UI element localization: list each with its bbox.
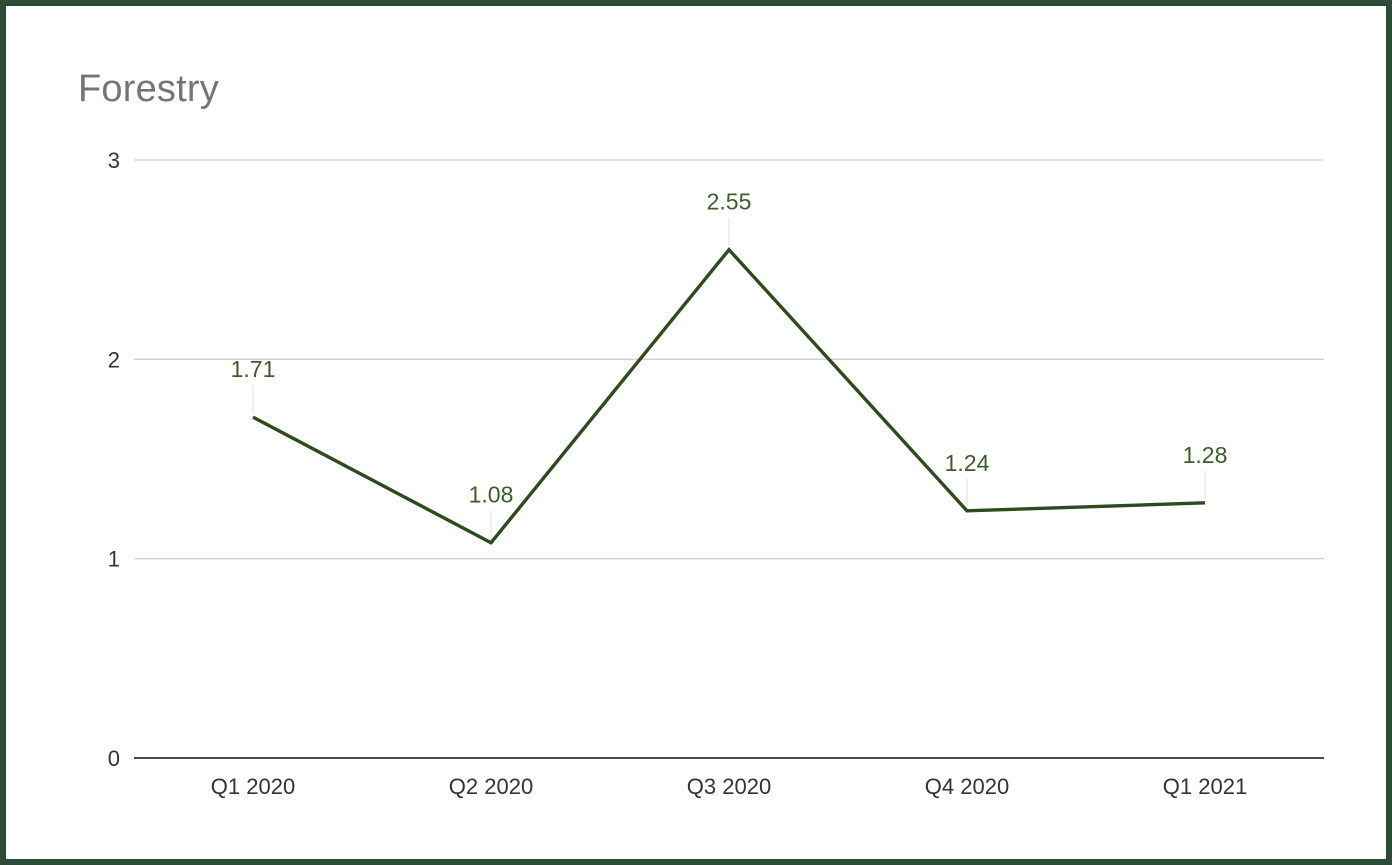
data-label: 1.71 bbox=[231, 356, 276, 382]
x-tick-label: Q2 2020 bbox=[449, 774, 533, 799]
data-label-leaders bbox=[252, 217, 1206, 539]
data-label: 2.55 bbox=[707, 189, 752, 215]
series-lines bbox=[252, 247, 1206, 545]
series-line bbox=[252, 247, 1206, 545]
data-label: 1.28 bbox=[1183, 442, 1228, 468]
x-tick-label: Q1 2021 bbox=[1163, 774, 1247, 799]
y-tick-label: 1 bbox=[108, 547, 120, 572]
y-tick-label: 2 bbox=[108, 347, 120, 372]
chart-title: Forestry bbox=[78, 68, 219, 110]
x-tick-label: Q3 2020 bbox=[687, 774, 771, 799]
data-label: 1.08 bbox=[469, 482, 514, 508]
data-labels: 1.71 1.08 2.55 1.24 1.28 bbox=[231, 189, 1228, 508]
x-tick-label: Q4 2020 bbox=[925, 774, 1009, 799]
y-tick-label: 3 bbox=[108, 148, 120, 173]
y-tick-label: 0 bbox=[108, 746, 120, 771]
y-tick-labels: 0 1 2 3 bbox=[108, 148, 120, 771]
gridlines bbox=[134, 159, 1324, 560]
data-label: 1.24 bbox=[945, 450, 990, 476]
x-tick-labels: Q1 2020 Q2 2020 Q3 2020 Q4 2020 Q1 2021 bbox=[211, 774, 1247, 799]
x-tick-label: Q1 2020 bbox=[211, 774, 295, 799]
